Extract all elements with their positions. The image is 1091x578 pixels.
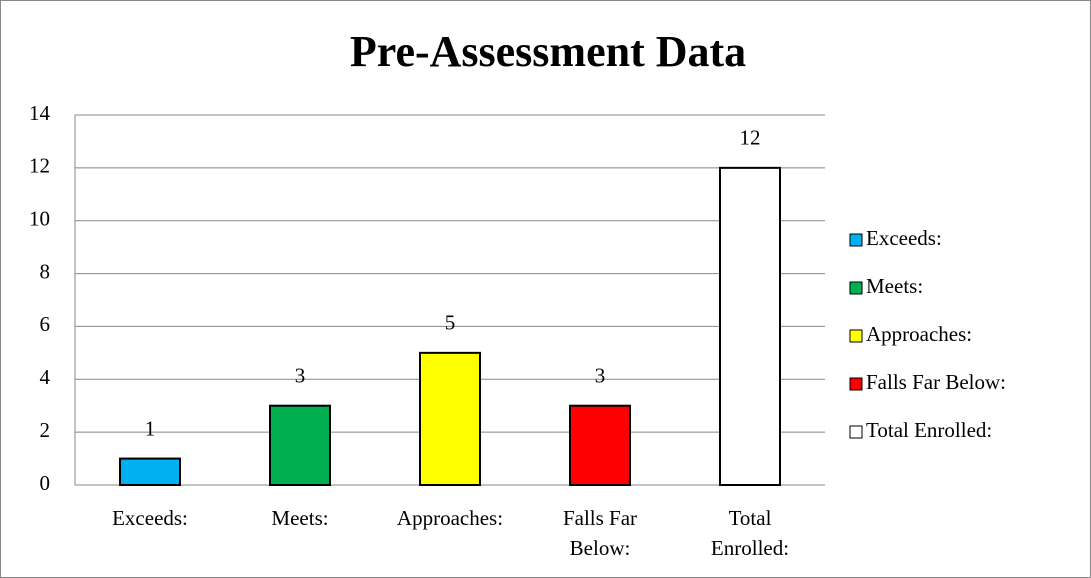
y-tick-label: 10: [29, 207, 50, 231]
bar: [269, 404, 331, 487]
x-tick-label: Total Enrolled:: [711, 506, 789, 560]
legend-label: Exceeds:: [866, 226, 942, 250]
chart-title: Pre-Assessment Data: [350, 27, 746, 76]
bar: [569, 404, 631, 487]
x-tick-label: Approaches:: [397, 506, 503, 530]
legend-label: Meets:: [866, 274, 923, 298]
y-tick-label: 6: [40, 312, 51, 336]
x-tick-label: Falls Far Below:: [563, 506, 637, 560]
legend-label: Falls Far Below:: [866, 370, 1006, 394]
bar: [119, 457, 181, 487]
y-tick-label: 8: [40, 259, 51, 283]
data-label: 5: [445, 311, 456, 335]
legend-label: Total Enrolled:: [866, 418, 992, 442]
legend-swatch: [849, 377, 863, 391]
x-tick-label: Meets:: [271, 506, 328, 530]
y-tick-label: 2: [40, 418, 51, 442]
bar: [419, 351, 481, 486]
legend-swatch: [849, 233, 863, 247]
y-tick-label: 12: [29, 154, 50, 178]
x-tick-label: Exceeds:: [112, 506, 188, 530]
bar: [719, 166, 781, 486]
legend-swatch: [849, 329, 863, 343]
legend-swatch: [849, 425, 863, 439]
legend-swatch: [849, 281, 863, 295]
legend-label: Approaches:: [866, 322, 972, 346]
data-label: 3: [595, 364, 606, 388]
data-label: 12: [740, 126, 761, 150]
y-tick-label: 4: [40, 365, 51, 389]
y-tick-label: 0: [40, 471, 51, 495]
data-label: 1: [145, 416, 156, 440]
y-tick-label: 14: [29, 101, 51, 125]
data-label: 3: [295, 364, 306, 388]
